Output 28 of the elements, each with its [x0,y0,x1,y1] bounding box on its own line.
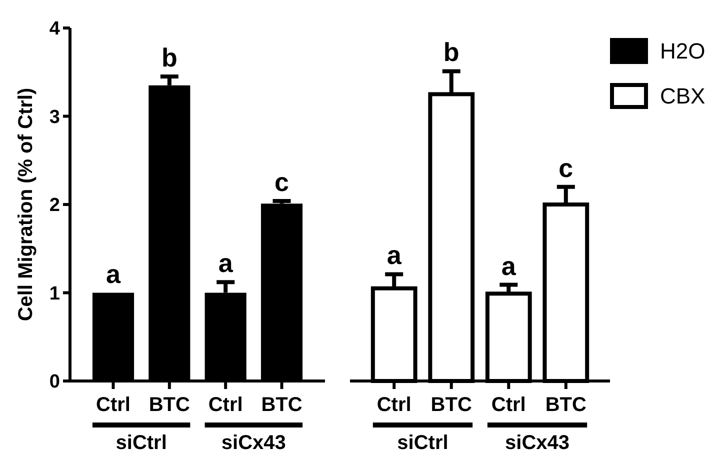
annotation: c [274,166,289,197]
text: siCx43 [505,432,570,454]
x-tick-label: BTC [261,394,302,416]
annotation: a [106,258,122,289]
annotation: a [386,240,402,270]
y-tick-label: 0 [49,372,60,393]
x-tick-label: BTC [545,394,586,416]
x-tick-label: BTC [148,394,190,416]
annotation: c [558,152,574,183]
y-tick-label: 3 [49,106,60,128]
annotation: a [218,248,234,278]
y-tick-label: 1 [49,283,60,304]
x-tick-label: BTC [430,394,472,416]
text: siCtrl [116,432,167,454]
x-tick-label: Ctrl [491,394,526,416]
legend-label: CBX [660,84,706,109]
annotation: a [501,250,516,281]
y-axis-title: Cell Migration (% of Ctrl) [15,88,37,322]
y-tick-label: 2 [49,195,60,216]
x-tick-label: Ctrl [208,394,243,416]
y-tick-label: 4 [49,18,60,40]
text: siCx43 [221,432,286,454]
text: siCtrl [397,432,448,454]
annotation: b [443,37,460,68]
legend-label: H2O [660,38,706,64]
x-tick-label: Ctrl [376,394,412,416]
x-tick-label: Ctrl [96,394,130,416]
annotation: b [161,42,178,73]
